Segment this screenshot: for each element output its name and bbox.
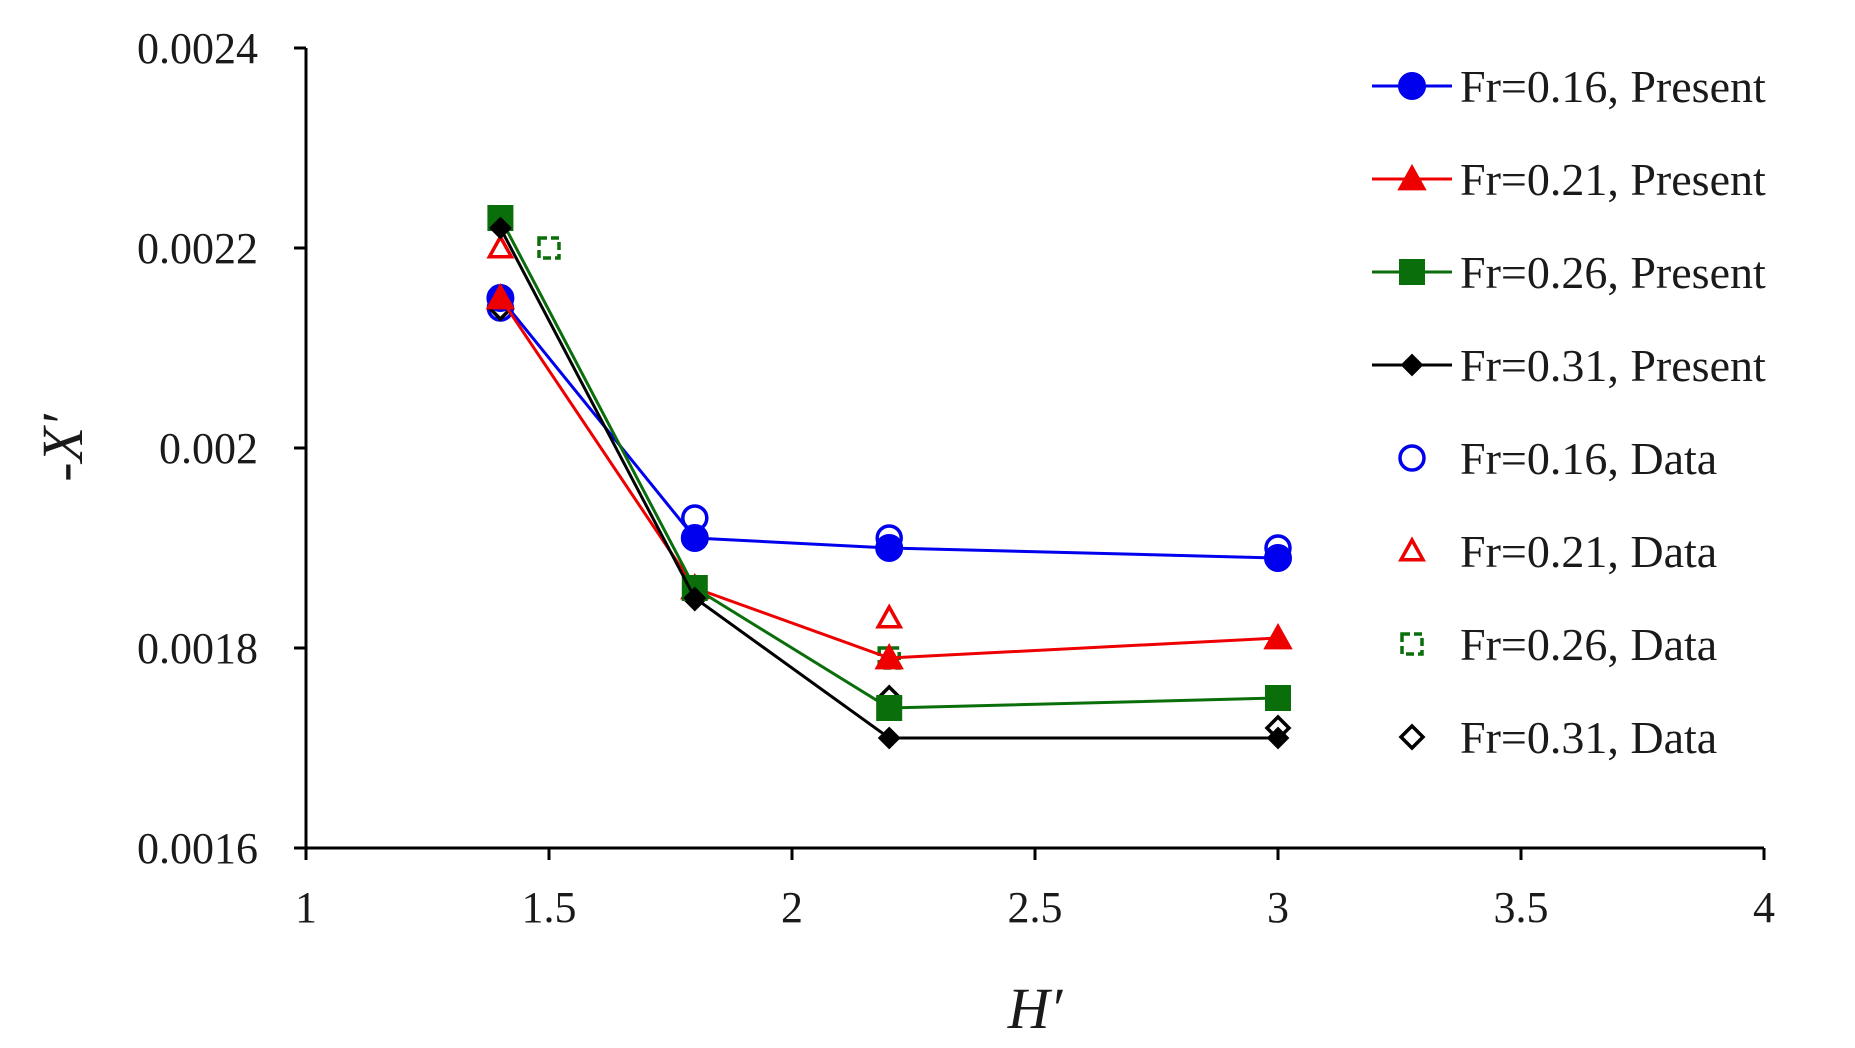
- legend-marker: [1400, 353, 1424, 377]
- x-tick-label: 1.5: [522, 883, 577, 932]
- data-point: [537, 236, 561, 260]
- legend-marker: [1397, 163, 1427, 191]
- y-axis-title: -X′: [30, 413, 95, 482]
- legend-label: Fr=0.31, Data: [1460, 712, 1717, 763]
- x-axis-title: H′: [1007, 976, 1064, 1041]
- data-point: [1264, 544, 1292, 572]
- data-point: [877, 726, 901, 750]
- data-point: [1263, 622, 1293, 650]
- legend-label: Fr=0.26, Data: [1460, 619, 1717, 670]
- y-tick-label: 0.002: [159, 424, 258, 473]
- legend-item: Fr=0.21, Present: [1372, 154, 1766, 205]
- data-point: [1265, 685, 1291, 711]
- x-tick-label: 3: [1267, 883, 1289, 932]
- legend-label: Fr=0.21, Data: [1460, 526, 1717, 577]
- series-fr-0-31-present: [488, 216, 1290, 750]
- data-point: [875, 603, 904, 629]
- series-fr-0-31-data: [486, 294, 1292, 742]
- series-line: [499, 217, 1279, 710]
- series-fr-0-26-data: [537, 236, 1290, 710]
- y-tick-label: 0.0018: [137, 624, 258, 673]
- data-point: [486, 233, 515, 259]
- legend-marker: [1398, 444, 1426, 472]
- legend-label: Fr=0.16, Data: [1460, 433, 1717, 484]
- legend: Fr=0.16, Present Fr=0.21, Present Fr=0.26,…: [1372, 61, 1766, 763]
- y-tick-label: 0.0024: [137, 24, 258, 73]
- series-fr-0-16-data: [486, 294, 1292, 562]
- ticks: 1 1.5 2 2.5 3 3.5 4 0.0016 0.0018 0.002 0.0022 0.00…: [137, 24, 1775, 932]
- y-tick-label: 0.0016: [137, 824, 258, 873]
- legend-marker: [1400, 632, 1424, 656]
- legend-label: Fr=0.31, Present: [1460, 340, 1766, 391]
- legend-marker: [1398, 536, 1426, 562]
- x-tick-label: 2.5: [1008, 883, 1063, 932]
- legend-item: Fr=0.26, Present: [1372, 247, 1766, 298]
- data-point: [875, 534, 904, 562]
- series-fr-0-21-data: [486, 233, 1292, 649]
- legend-marker: [1398, 723, 1426, 751]
- plot-area: [485, 205, 1293, 750]
- legend-item: Fr=0.31, Data: [1398, 712, 1717, 763]
- series-line: [499, 297, 1279, 560]
- legend-item: Fr=0.26, Data: [1400, 619, 1717, 670]
- legend-marker: [1398, 72, 1426, 100]
- data-point: [874, 642, 904, 670]
- x-tick-label: 2: [781, 883, 803, 932]
- legend-marker: [1399, 259, 1425, 285]
- legend-item: Fr=0.16, Present: [1372, 61, 1766, 112]
- data-point: [680, 524, 709, 552]
- series-line: [499, 227, 1278, 740]
- legend-item: Fr=0.21, Data: [1398, 526, 1717, 577]
- y-tick-label: 0.0022: [137, 224, 258, 273]
- x-tick-label: 1: [295, 883, 317, 932]
- x-tick-label: 3.5: [1494, 883, 1549, 932]
- data-point: [1266, 726, 1290, 750]
- x-tick-label: 4: [1753, 883, 1775, 932]
- legend-item: Fr=0.31, Present: [1372, 340, 1766, 391]
- legend-label: Fr=0.21, Present: [1460, 154, 1766, 205]
- data-point: [683, 586, 707, 610]
- data-point: [488, 216, 512, 240]
- legend-label: Fr=0.16, Present: [1460, 61, 1766, 112]
- data-point: [876, 695, 903, 721]
- legend-label: Fr=0.26, Present: [1460, 247, 1766, 298]
- data-point: [485, 282, 516, 310]
- series-line: [499, 297, 1279, 660]
- legend-item: Fr=0.16, Data: [1398, 433, 1717, 484]
